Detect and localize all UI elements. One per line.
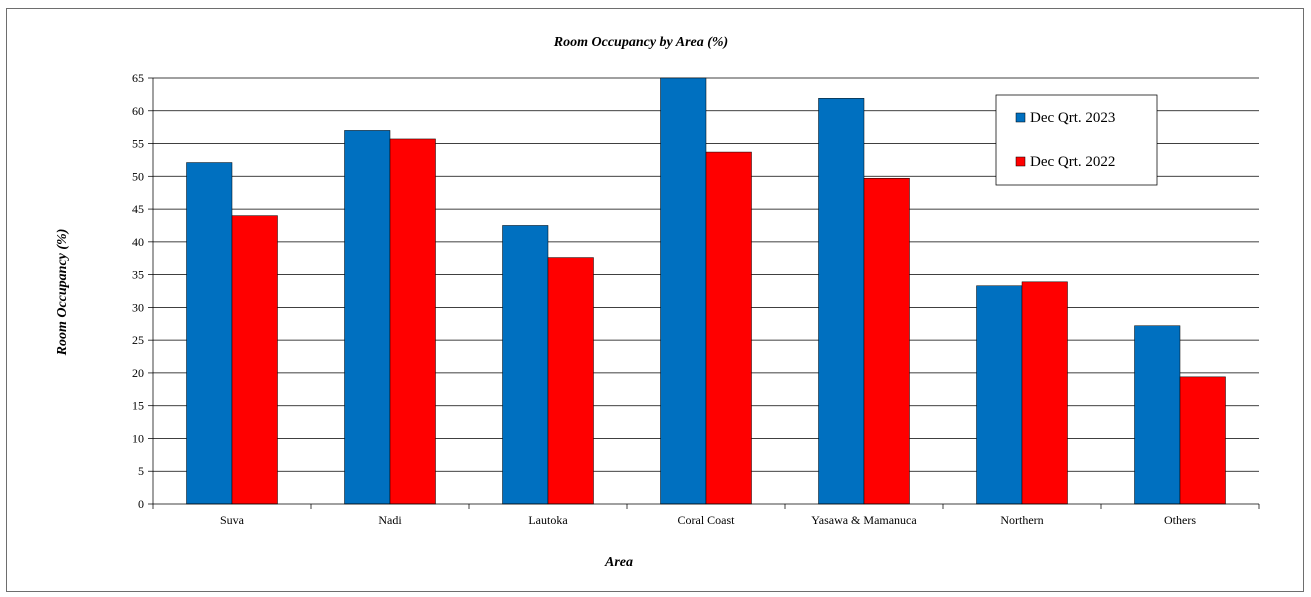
y-tick-label: 20 [132, 366, 144, 380]
bar-2022-others [1179, 376, 1226, 505]
bar-2023-nadi [344, 130, 391, 505]
bar-2022-nadi [389, 138, 436, 505]
bar-2023-coral-coast [660, 77, 707, 505]
x-category-label: Coral Coast [678, 513, 736, 527]
legend-label-2022: Dec Qrt. 2022 [1030, 154, 1115, 170]
y-tick-label: 5 [138, 464, 144, 478]
y-tick-label: 50 [132, 169, 144, 183]
legend-swatch-2022 [1015, 156, 1026, 167]
bar-2022-northern [1021, 281, 1068, 505]
y-tick-label: 45 [132, 202, 144, 216]
y-tick-label: 10 [132, 431, 144, 445]
x-category-label: Northern [1000, 513, 1043, 527]
bar-2023-suva [186, 162, 233, 505]
x-category-label: Suva [220, 513, 245, 527]
x-category-label: Nadi [378, 513, 402, 527]
x-category-label: Yasawa & Mamanuca [811, 513, 917, 527]
bar-2022-coral-coast [705, 151, 752, 505]
bar-2023-yasawa-mamanuca [818, 98, 865, 505]
x-axis-title: Area [604, 555, 633, 570]
y-tick-label: 65 [132, 71, 144, 85]
legend-box [995, 94, 1158, 186]
chart-title: Room Occupancy by Area (%) [553, 35, 728, 50]
bar-2022-yasawa-mamanuca [863, 178, 910, 505]
bars [186, 77, 1226, 505]
bar-2022-suva [231, 215, 278, 505]
y-tick-label: 40 [132, 235, 144, 249]
y-tick-label: 0 [138, 497, 144, 511]
bar-2023-lautoka [502, 225, 549, 505]
legend-label-2023: Dec Qrt. 2023 [1030, 110, 1115, 126]
bar-2023-others [1134, 325, 1181, 505]
y-tick-label: 35 [132, 268, 144, 282]
x-category-label: Lautoka [528, 513, 568, 527]
bar-2022-lautoka [547, 257, 594, 505]
y-tick-label: 60 [132, 104, 144, 118]
axes: 0 5 10 15 20 25 30 35 40 45 50 55 60 65 Suva Nadi Lautok… [132, 71, 1260, 527]
y-axis-title: Room Occupancy (%) [55, 229, 70, 357]
y-tick-label: 25 [132, 333, 144, 347]
y-tick-label: 15 [132, 399, 144, 413]
legend: Dec Qrt. 2023 Dec Qrt. 2022 [995, 94, 1158, 186]
bar-2023-northern [976, 285, 1023, 505]
y-tick-label: 55 [132, 137, 144, 151]
x-category-label: Others [1164, 513, 1196, 527]
legend-swatch-2023 [1015, 112, 1026, 123]
y-tick-label: 30 [132, 300, 144, 314]
